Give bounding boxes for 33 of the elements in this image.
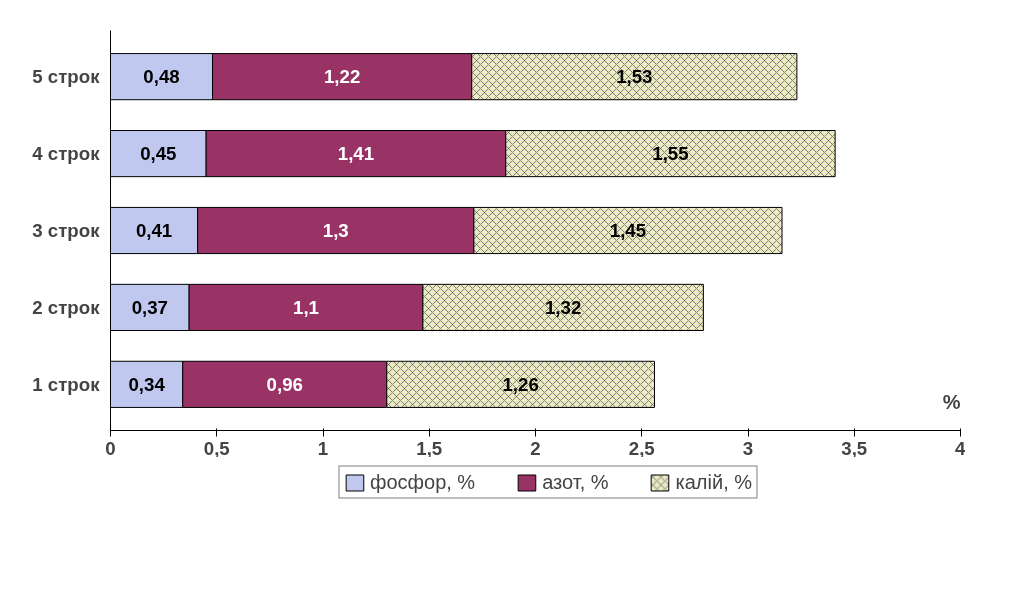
x-tick-label: 4 bbox=[955, 437, 967, 459]
data-label: 1,26 bbox=[502, 373, 539, 395]
y-tick-label: 3 строк bbox=[32, 220, 101, 241]
x-tick-label: 2,5 bbox=[628, 437, 655, 459]
x-tick-label: 1 bbox=[317, 437, 329, 459]
data-label: 1,41 bbox=[337, 143, 375, 165]
x-axis-title: % bbox=[942, 390, 961, 413]
data-label: 0,48 bbox=[143, 66, 180, 88]
data-label: 1,32 bbox=[544, 296, 582, 318]
data-label: 1,53 bbox=[616, 66, 653, 88]
x-tick-label: 2 bbox=[530, 437, 541, 459]
data-label: 0,37 bbox=[131, 296, 168, 318]
x-tick-label: 0 bbox=[105, 437, 116, 459]
y-tick-label: 2 строк bbox=[32, 296, 101, 318]
legend-label: фосфор, % bbox=[369, 470, 476, 494]
y-tick-label: 1 строк bbox=[32, 373, 101, 395]
data-label: 0,45 bbox=[140, 143, 177, 165]
legend-label: калій, % bbox=[675, 470, 753, 494]
data-label: 0,41 bbox=[135, 220, 173, 241]
data-label: 1,55 bbox=[652, 143, 689, 165]
data-label: 1,22 bbox=[323, 66, 361, 88]
x-tick-label: 1,5 bbox=[416, 437, 443, 459]
legend-label: азот, % bbox=[542, 470, 609, 494]
data-label: 1,1 bbox=[293, 296, 319, 318]
x-tick-label: 0,5 bbox=[203, 437, 230, 459]
x-tick-label: 3 bbox=[742, 437, 754, 459]
data-label: 0,96 bbox=[266, 373, 303, 395]
data-label: 1,45 bbox=[609, 220, 647, 241]
y-tick-label: 5 строк bbox=[32, 66, 101, 88]
y-tick-label: 4 строк bbox=[32, 143, 101, 165]
data-label: 1,3 bbox=[322, 220, 349, 241]
x-tick-label: 3,5 bbox=[841, 437, 868, 459]
data-label: 0,34 bbox=[128, 373, 166, 395]
